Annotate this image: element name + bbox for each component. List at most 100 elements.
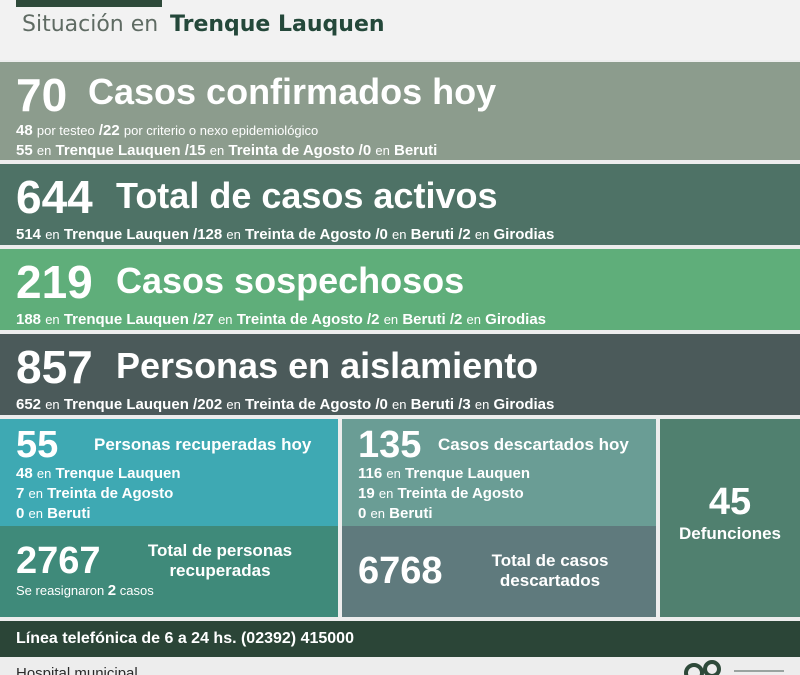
defunciones-section: 45 Defunciones [660, 419, 800, 617]
activos-number: 644 [16, 171, 93, 223]
loc-count: 116 [358, 465, 383, 482]
loc-place: Treinta de Agosto [397, 485, 524, 502]
recuperadas-total-section: 2767 Total de personas recuperadas Se rea… [0, 526, 338, 617]
sospechosos-number: 219 [16, 256, 93, 308]
loc-count: 0 [16, 505, 25, 522]
recuperadas-row: 7 en Treinta de Agosto [16, 485, 173, 502]
loc-en: en [383, 312, 399, 327]
municipal-logo-icon [684, 660, 721, 675]
recuperadas-title: Personas recuperadas hoy [94, 435, 312, 454]
phone-text: Línea telefónica de 6 a 24 hs. (02392) 4… [16, 630, 354, 647]
loc-place: Treinta de Agosto [47, 485, 174, 502]
confirmados-title: Casos confirmados hoy [88, 71, 497, 112]
loc-place: Beruti [402, 311, 446, 328]
loc-count: /2 [367, 311, 380, 328]
loc-place: Trenque Lauquen [55, 465, 181, 482]
loc-en: en [36, 143, 52, 158]
loc-place: Treinta de Agosto [245, 226, 372, 243]
loc-count: /3 [458, 396, 471, 413]
header: Situación en Trenque Lauquen [0, 0, 800, 60]
descartados-total-section: 6768 Total de casos descartados [342, 526, 656, 617]
loc-en: en [375, 143, 390, 158]
confirmados-number: 70 [16, 69, 68, 121]
reasignados-note: Se reasignaron 2 casos [16, 582, 154, 599]
loc-count: 7 [16, 485, 25, 502]
descartados-number: 135 [358, 424, 422, 466]
loc-place: Treinta de Agosto [228, 142, 355, 159]
descartados-row: 19 en Treinta de Agosto [358, 485, 524, 502]
phone-banner: Línea telefónica de 6 a 24 hs. (02392) 4… [0, 621, 800, 657]
loc-en: en [218, 312, 233, 327]
loc-en: en [45, 397, 60, 412]
loc-place: Trenque Lauquen [55, 142, 181, 159]
loc-count: /27 [193, 311, 214, 328]
logo-text-mark [734, 670, 784, 672]
header-prefix: Situación en [22, 12, 159, 37]
loc-en: en [392, 227, 407, 242]
loc-count: /0 [375, 396, 388, 413]
nexo-count: /22 [98, 122, 120, 139]
loc-place: Girodias [485, 311, 547, 328]
loc-count: /2 [458, 226, 471, 243]
recuperadas-total-number: 2767 [16, 540, 101, 582]
loc-count: /202 [193, 396, 223, 413]
note-count: 2 [107, 582, 117, 599]
top-accent-bar [16, 0, 162, 7]
recuperadas-total-title: Total de personas recuperadas [140, 541, 300, 580]
loc-count: 188 [16, 311, 42, 328]
activos-line: 514 en Trenque Lauquen /128 en Treinta d… [16, 226, 554, 243]
confirmados-section: 70 Casos confirmados hoy 48 por testeo /… [0, 62, 800, 160]
note-text: casos [119, 583, 154, 598]
loc-en: en [466, 312, 481, 327]
aislamiento-section: 857 Personas en aislamiento 652 en Trenq… [0, 334, 800, 415]
descartados-total-title: Total de casos descartados [472, 551, 628, 590]
loc-count: /0 [375, 226, 388, 243]
loc-place: Treinta de Agosto [245, 396, 372, 413]
loc-place: Trenque Lauquen [63, 311, 189, 328]
title-line: descartados [499, 570, 601, 590]
testeo-count: 48 [16, 122, 33, 139]
loc-count: 19 [358, 485, 375, 502]
aislamiento-title: Personas en aislamiento [116, 345, 539, 386]
loc-en: en [370, 506, 385, 521]
hospital-label: Hospital municipal [16, 665, 138, 675]
loc-place: Trenque Lauquen [63, 396, 189, 413]
loc-place: Beruti [410, 226, 455, 243]
title-line: recuperadas [169, 560, 271, 580]
loc-place: Beruti [389, 505, 433, 522]
loc-count: 55 [16, 142, 33, 159]
descartados-row: 116 en Trenque Lauquen [358, 465, 530, 482]
loc-count: 652 [16, 396, 42, 413]
loc-en: en [226, 397, 241, 412]
confirmados-line2: 55 en Trenque Lauquen /15 en Treinta de … [16, 142, 437, 159]
loc-en: en [226, 227, 241, 242]
recuperadas-number: 55 [16, 424, 59, 466]
header-city: Trenque Lauquen [170, 12, 385, 37]
loc-en: en [392, 397, 407, 412]
loc-place: Girodias [493, 396, 555, 413]
loc-en: en [45, 227, 60, 242]
testeo-label: por testeo [36, 123, 95, 138]
loc-en: en [36, 466, 52, 481]
recuperadas-section: 55 Personas recuperadas hoy 48 en Trenqu… [0, 419, 338, 526]
loc-count: 514 [16, 226, 42, 243]
loc-count: /128 [193, 226, 223, 243]
loc-count: 48 [16, 465, 33, 482]
descartados-title: Casos descartados hoy [438, 435, 629, 454]
defunciones-label: Defunciones [678, 524, 782, 543]
sospechosos-section: 219 Casos sospechosos 188 en Trenque Lau… [0, 249, 800, 330]
loc-place: Beruti [410, 396, 455, 413]
title-line: Total de casos [491, 551, 609, 570]
activos-title: Total de casos activos [116, 175, 498, 216]
loc-en: en [474, 397, 490, 412]
confirmados-line1: 48 por testeo /22 por criterio o nexo ep… [16, 122, 318, 139]
title-line: Total de personas [147, 541, 293, 560]
loc-place: Girodias [493, 226, 555, 243]
loc-place: Beruti [393, 142, 438, 159]
loc-count: /15 [184, 142, 206, 159]
aislamiento-number: 857 [16, 341, 93, 393]
recuperadas-row: 48 en Trenque Lauquen [16, 465, 181, 482]
loc-place: Trenque Lauquen [63, 226, 189, 243]
note-text: Se reasignaron [16, 583, 105, 598]
loc-place: Treinta de Agosto [236, 311, 363, 328]
